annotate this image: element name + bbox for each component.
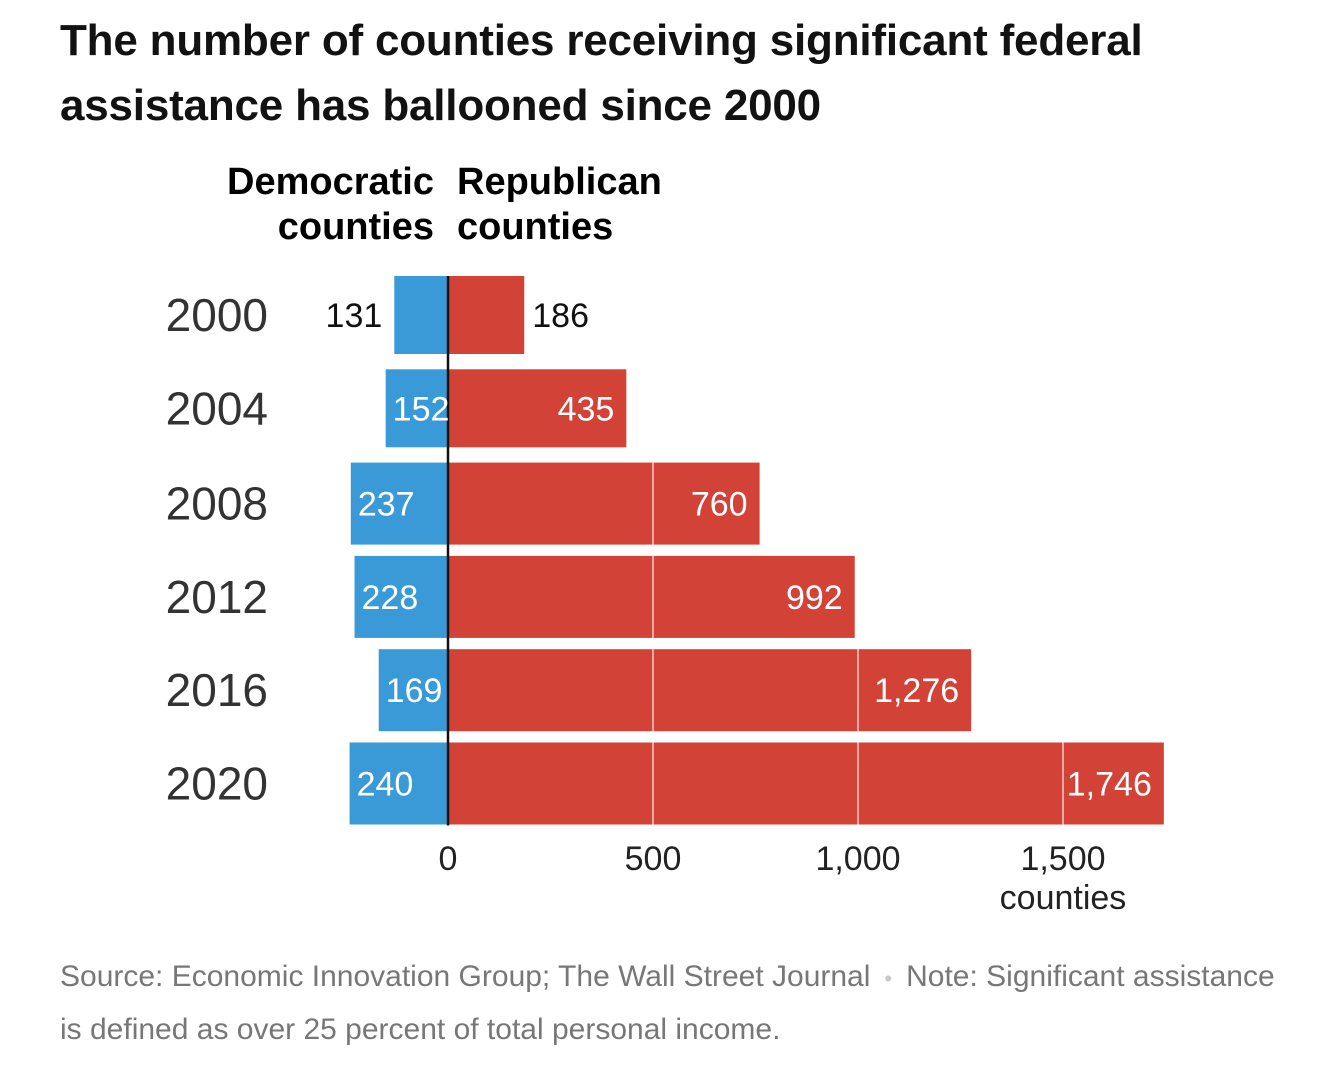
bar-republican-2016 [448,649,972,732]
x-tick-1500: 1,500 [1020,840,1105,878]
value-label-democratic-2004: 152 [393,390,450,428]
bars-group [349,276,1164,825]
gridlines-group [652,462,1064,825]
bar-democratic-2012 [354,555,448,638]
value-label-republican-2016: 1,276 [874,672,959,710]
bar-republican-2012 [448,555,855,638]
bar-republican-2004 [448,369,627,448]
year-label-2020: 2020 [166,758,268,810]
value-label-republican-2004: 435 [558,390,615,428]
legend-republican-line2: counties [457,206,613,248]
bar-democratic-2020 [349,742,448,825]
value-label-democratic-2016: 169 [386,672,443,710]
legend-democratic-line2: counties [278,206,434,248]
bar-democratic-2004 [385,369,448,448]
legend-republican-line1: Republican [457,161,662,203]
year-label-2008: 2008 [166,478,268,530]
value-label-republican-2012: 992 [786,579,843,617]
source-text: Source: Economic Innovation Group; The W… [60,960,871,993]
value-label-republican-2008: 760 [691,486,748,524]
value-label-democratic-2020: 240 [357,766,414,804]
chart-title: The number of counties receiving signifi… [60,16,1143,130]
year-label-2012: 2012 [166,571,268,623]
bar-republican-2008 [448,462,760,545]
source-note: Source: Economic Innovation Group; The W… [60,951,1290,1055]
bar-democratic-2016 [378,649,448,732]
x-tick-1000: 1,000 [815,840,900,878]
labels-group: 2000 131 186 2004 152 435 2008 237 760 2012 228 992… [166,289,1152,810]
bar-republican-2020 [448,742,1164,825]
bar-democratic-2000 [394,276,448,354]
bar-republican-2000 [448,276,525,354]
value-label-republican-2020: 1,746 [1067,766,1152,804]
x-axis-unit: counties [1000,879,1127,917]
note-text: Note: Significant assistance is defined … [60,960,1275,1046]
year-label-2004: 2004 [166,382,268,434]
value-label-democratic-2012: 228 [362,579,419,617]
bar-democratic-2008 [350,462,448,545]
year-label-2000: 2000 [166,289,268,341]
separator-dot: • [884,965,893,991]
value-label-democratic-2008: 237 [358,486,415,524]
year-label-2016: 2016 [166,664,268,716]
value-label-democratic-2000: 131 [326,297,383,335]
value-label-republican-2000: 186 [532,297,589,335]
diverging-bar-chart: Democratic counties Republican counties … [166,161,1164,917]
x-tick-0: 0 [439,840,458,878]
x-tick-500: 500 [625,840,682,878]
legend-democratic-line1: Democratic [227,161,434,203]
